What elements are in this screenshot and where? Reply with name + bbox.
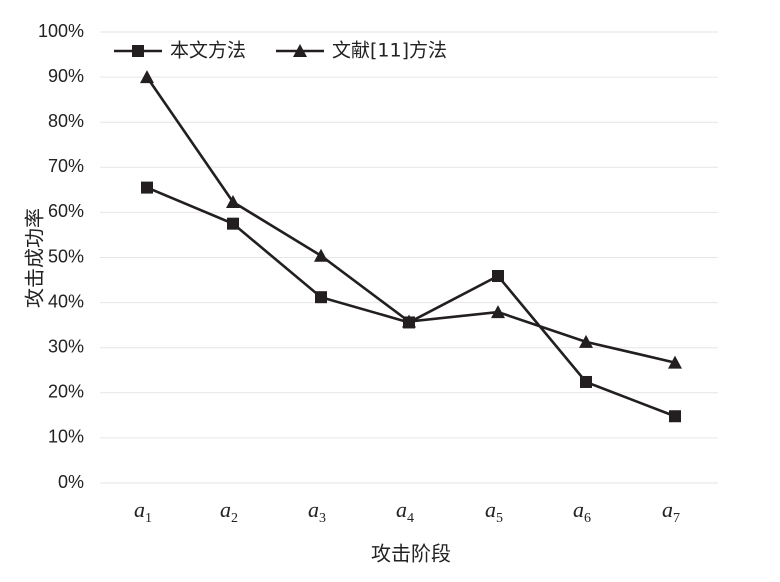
y-tick-label: 40% — [48, 291, 84, 311]
y-axis-ticks: 0% 10% 20% 30% 40% 50% 60% 70% 80% 90% 100% — [38, 21, 84, 492]
y-tick-label: 20% — [48, 382, 84, 402]
y-tick-label: 30% — [48, 336, 84, 356]
data-point-square — [580, 375, 592, 388]
legend-item-2: 文献[11]方法 — [276, 40, 447, 62]
legend: 本文方法 文献[11]方法 — [114, 40, 447, 62]
grid-lines — [100, 31, 718, 484]
data-point-square — [315, 291, 327, 304]
x-tick-label: a4 — [396, 497, 414, 526]
data-point-square — [227, 217, 239, 230]
legend-item-1: 本文方法 — [114, 40, 246, 62]
data-point-triangle — [579, 334, 593, 348]
legend-label: 文献[11]方法 — [332, 40, 447, 62]
x-tick-label: a7 — [662, 497, 680, 526]
y-tick-label: 0% — [58, 472, 84, 492]
series-1 — [141, 181, 681, 423]
data-point-triangle — [314, 248, 328, 262]
data-point-square — [669, 410, 681, 423]
y-tick-label: 80% — [48, 111, 84, 131]
data-point-triangle — [140, 70, 154, 84]
data-point-triangle — [668, 355, 682, 369]
y-tick-label: 60% — [48, 201, 84, 221]
y-tick-label: 50% — [48, 246, 84, 266]
legend-label: 本文方法 — [170, 40, 246, 62]
x-tick-label: a3 — [308, 497, 326, 526]
x-tick-label: a6 — [573, 497, 591, 526]
series-line — [146, 186, 676, 418]
y-tick-label: 10% — [48, 427, 84, 447]
data-point-square — [132, 45, 144, 57]
data-point-triangle — [491, 305, 505, 319]
series-group — [140, 70, 682, 423]
y-tick-label: 100% — [38, 21, 84, 41]
y-tick-label: 90% — [48, 66, 84, 86]
data-point-triangle — [226, 195, 240, 209]
y-tick-label: 70% — [48, 156, 84, 176]
x-tick-label: a5 — [485, 497, 503, 526]
data-point-square — [492, 269, 504, 282]
y-axis-label: 攻击成功率 — [23, 208, 47, 308]
x-axis-ticks: a1 a2 a3 a4 a5 a6 a7 — [134, 497, 680, 526]
data-point-triangle — [293, 44, 307, 57]
series-2 — [140, 70, 682, 369]
x-tick-label: a1 — [134, 497, 152, 526]
x-axis-label: 攻击阶段 — [371, 542, 451, 566]
x-tick-label: a2 — [220, 497, 238, 526]
data-point-square — [141, 181, 153, 194]
data-point-triangle — [402, 314, 416, 328]
